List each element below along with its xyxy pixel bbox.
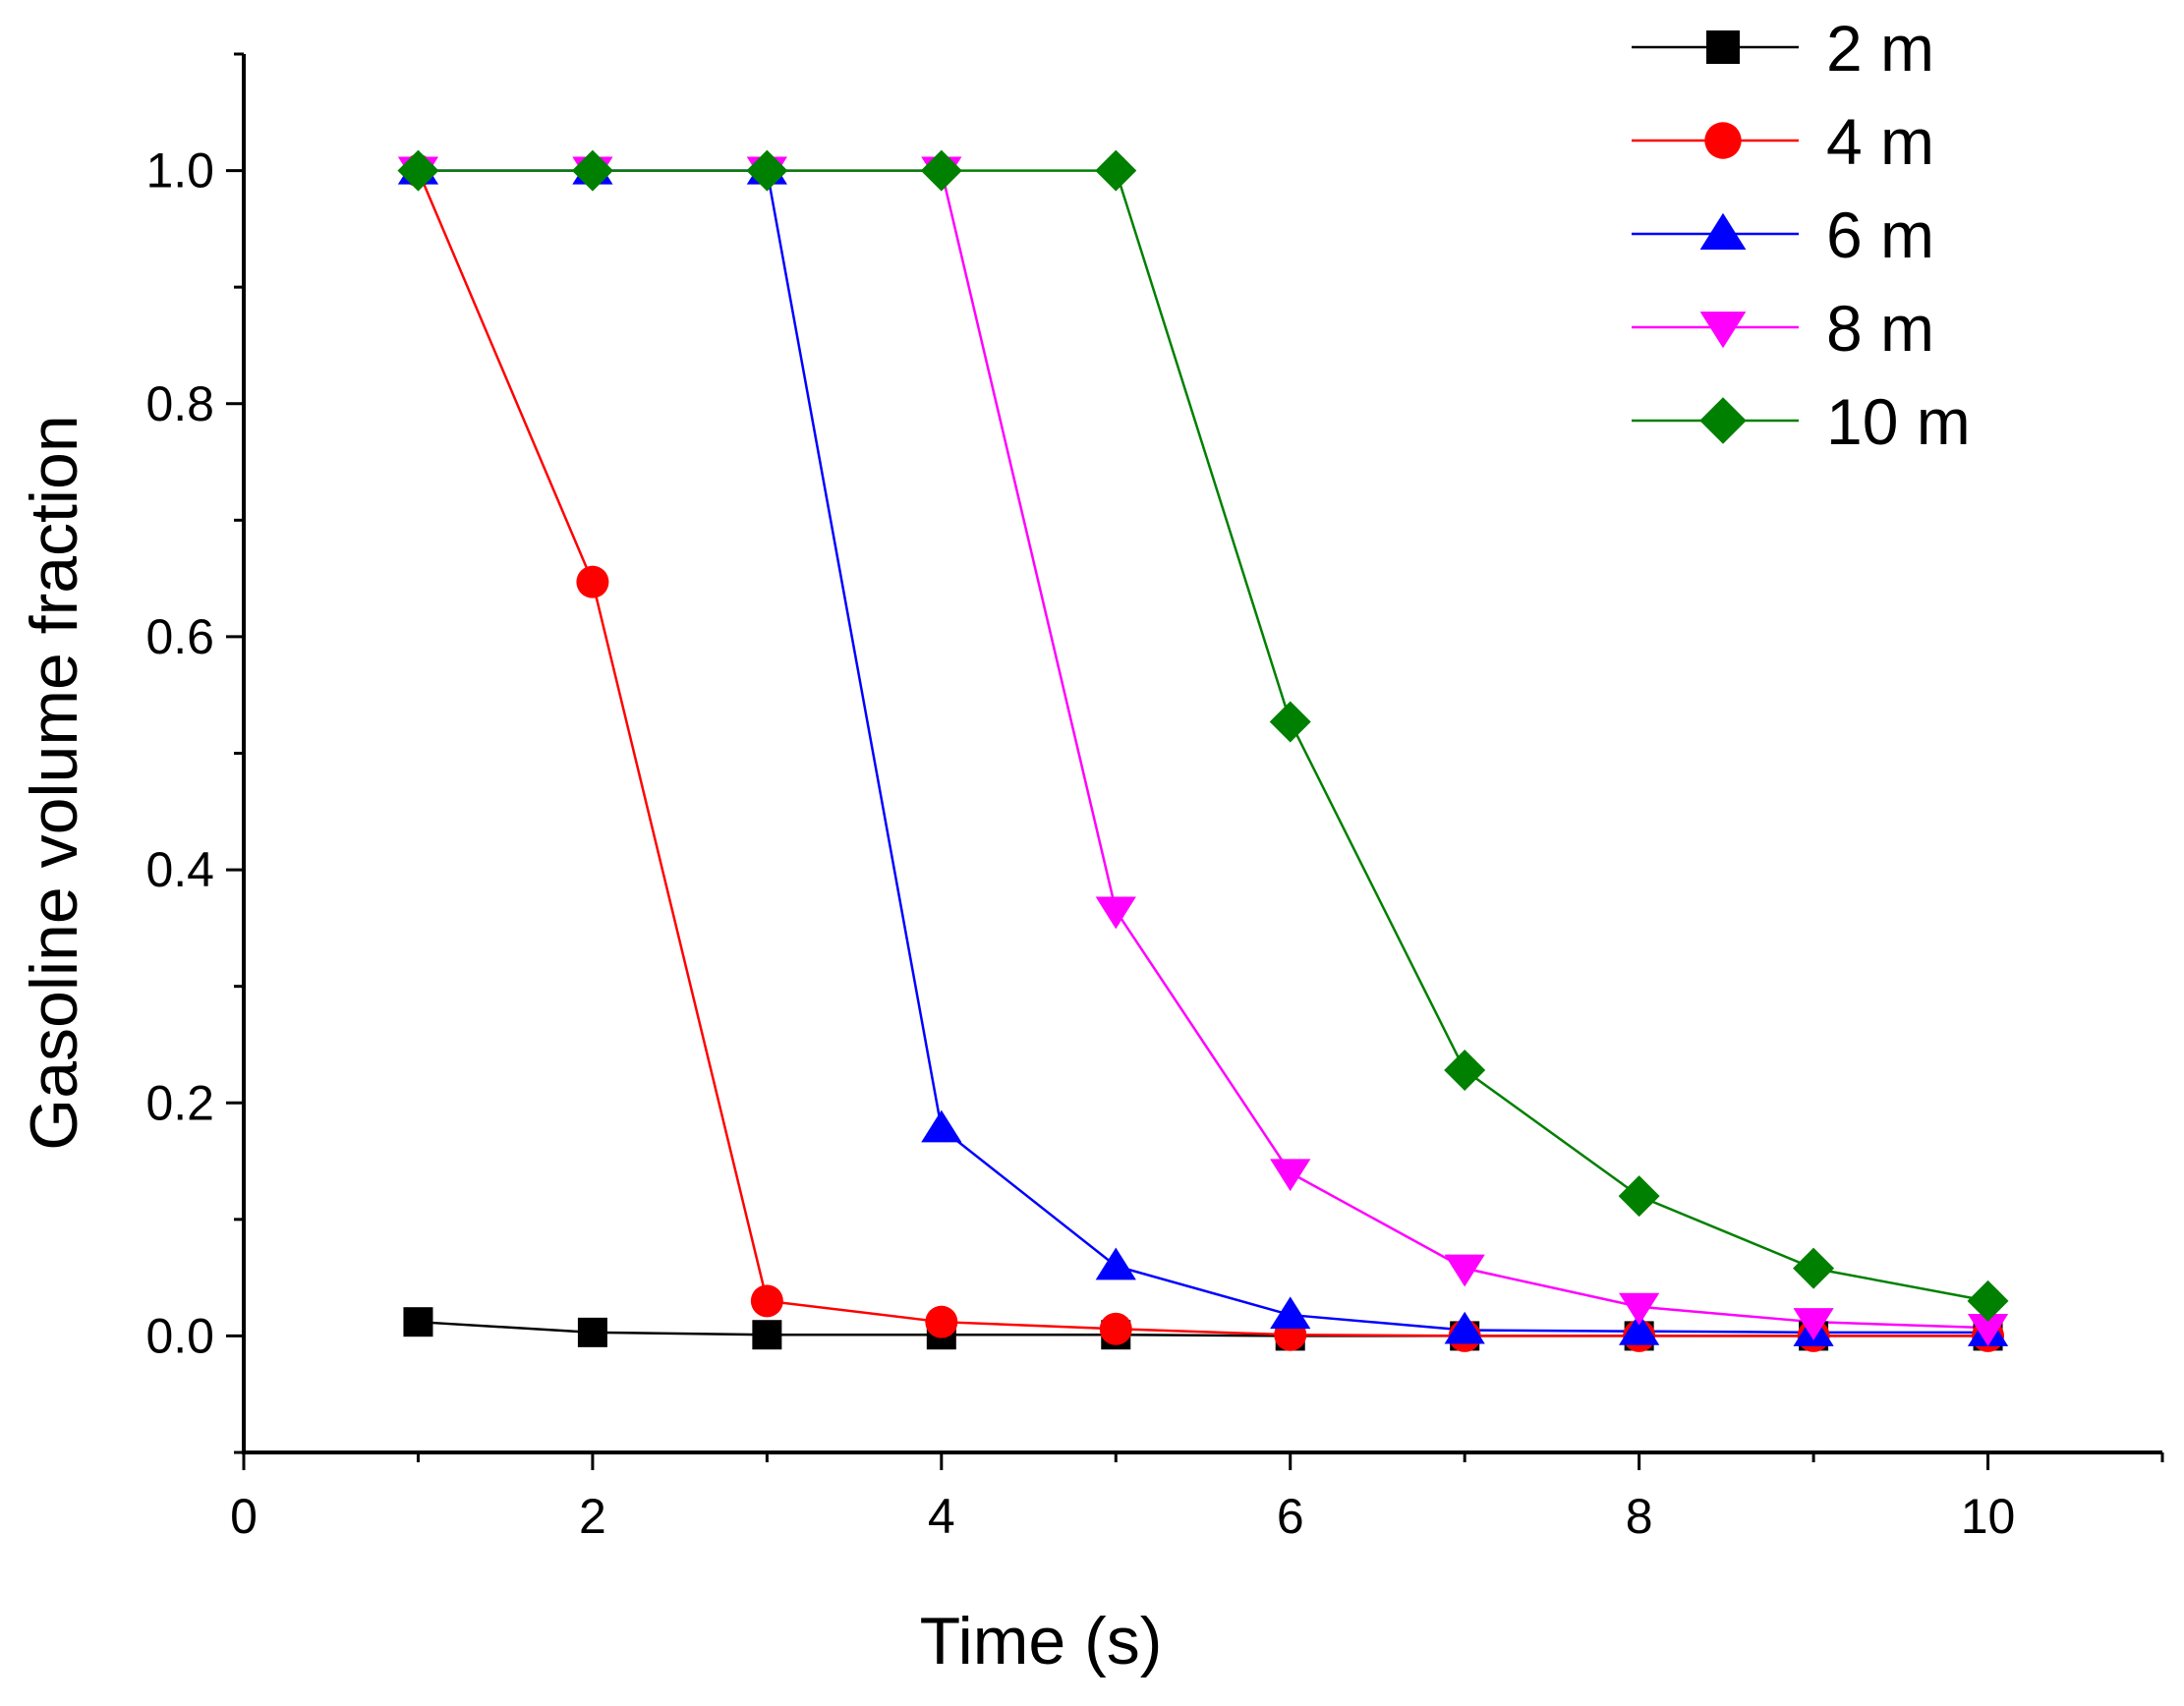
data-point-8-m <box>1967 1314 2009 1346</box>
data-point-10-m <box>746 149 788 192</box>
data-point-10-m <box>1095 149 1137 192</box>
data-point-2-m <box>577 1317 607 1347</box>
series-markers <box>397 149 2009 1352</box>
series-lines <box>417 169 1988 1337</box>
data-point-4-m <box>1099 1312 1132 1345</box>
axes <box>226 52 2164 1470</box>
legend-label: 6 m <box>1826 199 1934 271</box>
y-tick-label: 0.6 <box>145 609 214 664</box>
series-line-2-m <box>418 1320 1988 1337</box>
x-axis-title: Time (s) <box>920 1604 1163 1678</box>
legend-item-4-m: 4 m <box>1632 105 1934 178</box>
y-tick-label: 0.2 <box>145 1075 214 1130</box>
data-point-8-m <box>1095 896 1136 930</box>
data-point-6-m <box>1095 1247 1136 1280</box>
x-tick-label: 0 <box>230 1489 258 1544</box>
tick-labels: 0.0 0.2 0.4 0.6 0.8 1.0 0 2 4 6 8 10 <box>145 143 2015 1544</box>
data-point-10-m <box>1444 1050 1486 1092</box>
data-point-10-m <box>920 149 962 192</box>
legend-label: 4 m <box>1826 105 1934 178</box>
series-line-6-m <box>418 169 1988 1335</box>
legend-marker <box>1699 312 1747 349</box>
legend-item-2-m: 2 m <box>1632 12 1934 85</box>
x-tick-label: 8 <box>1626 1489 1653 1544</box>
x-tick-label: 4 <box>928 1489 955 1544</box>
legend-label: 2 m <box>1826 12 1934 85</box>
data-point-8-m <box>1619 1292 1660 1326</box>
series-line-8-m <box>418 169 1988 1330</box>
series-line-4-m <box>417 170 1988 1337</box>
data-point-4-m <box>750 1284 783 1318</box>
data-point-6-m <box>921 1109 962 1143</box>
data-point-6-m <box>1444 1311 1485 1344</box>
series-line-10-m <box>418 169 1988 1303</box>
x-tick-label: 6 <box>1277 1489 1304 1544</box>
data-point-10-m <box>1967 1280 2009 1322</box>
y-axis-title: Gasoline volume fraction <box>17 415 91 1150</box>
y-tick-label: 0.4 <box>145 842 214 897</box>
data-point-6-m <box>1619 1312 1660 1345</box>
data-point-2-m <box>403 1307 433 1337</box>
legend-item-6-m: 6 m <box>1632 199 1934 271</box>
legend: 2 m 4 m 6 m 8 m 10 m <box>1632 12 1971 458</box>
data-point-2-m <box>752 1320 782 1350</box>
x-tick-label: 2 <box>579 1489 606 1544</box>
legend-marker <box>1704 122 1742 159</box>
y-tick-label: 0.0 <box>145 1308 214 1363</box>
x-tick-label: 10 <box>1961 1489 2016 1544</box>
legend-marker <box>1699 397 1747 444</box>
data-point-8-m <box>1270 1159 1311 1192</box>
data-point-4-m <box>576 565 609 598</box>
data-point-6-m <box>1270 1296 1311 1330</box>
y-tick-label: 0.8 <box>145 376 214 431</box>
data-point-8-m <box>1444 1254 1485 1287</box>
legend-item-8-m: 8 m <box>1632 292 1934 365</box>
legend-label: 8 m <box>1826 292 1934 365</box>
data-point-4-m <box>925 1305 958 1338</box>
data-point-10-m <box>397 149 439 192</box>
data-point-10-m <box>1269 701 1311 743</box>
data-point-10-m <box>1618 1175 1660 1218</box>
y-tick-label: 1.0 <box>145 143 214 199</box>
data-point-8-m <box>1793 1308 1834 1340</box>
legend-marker <box>1706 30 1740 64</box>
data-point-10-m <box>571 149 613 192</box>
data-point-10-m <box>1793 1247 1835 1289</box>
legend-label: 10 m <box>1826 385 1971 458</box>
legend-marker <box>1699 212 1747 250</box>
legend-item-10-m: 10 m <box>1632 385 1971 458</box>
